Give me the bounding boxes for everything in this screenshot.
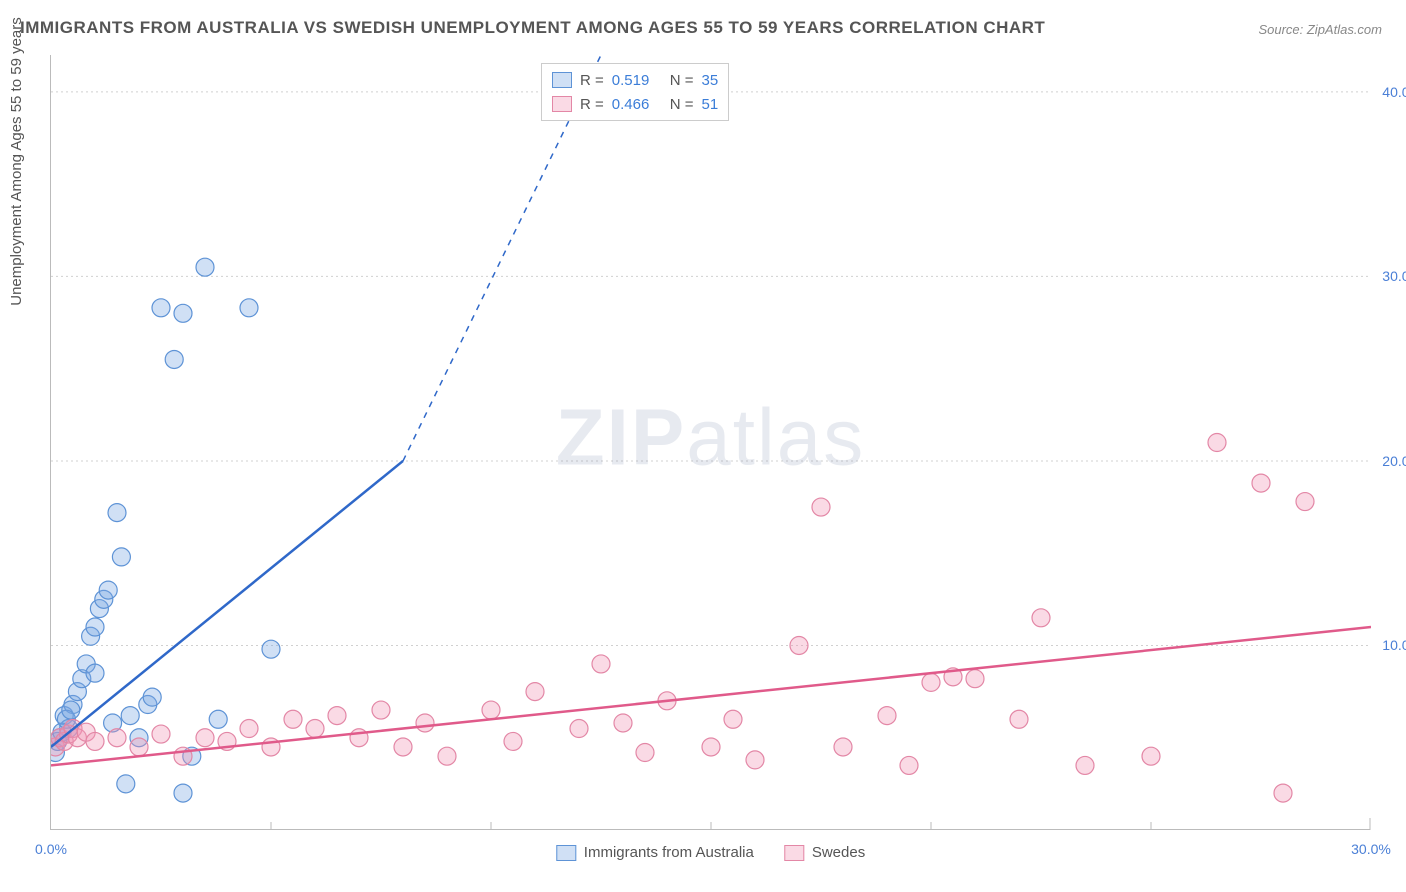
x-tick-label: 0.0%: [35, 841, 67, 857]
legend-n-label: N =: [670, 96, 694, 113]
plot-canvas: [51, 55, 1371, 830]
source-prefix: Source:: [1258, 22, 1306, 37]
y-tick-label: 10.0%: [1382, 637, 1406, 653]
y-tick-label: 40.0%: [1382, 84, 1406, 100]
series-legend: Immigrants from Australia Swedes: [556, 844, 865, 861]
legend-label: Swedes: [812, 844, 865, 861]
source-attribution: Source: ZipAtlas.com: [1258, 22, 1382, 37]
legend-swatch: [556, 845, 576, 861]
legend-n-value: 35: [702, 72, 719, 89]
legend-r-label: R =: [580, 96, 604, 113]
legend-r-value: 0.466: [612, 96, 662, 113]
legend-swatch: [552, 72, 572, 88]
y-axis-label: Unemployment Among Ages 55 to 59 years: [8, 17, 25, 306]
chart-title: IMMIGRANTS FROM AUSTRALIA VS SWEDISH UNE…: [20, 18, 1045, 38]
correlation-legend: R = 0.519 N = 35 R = 0.466 N = 51: [541, 63, 729, 121]
legend-item: Immigrants from Australia: [556, 844, 754, 861]
legend-label: Immigrants from Australia: [584, 844, 754, 861]
y-tick-label: 30.0%: [1382, 268, 1406, 284]
x-tick-label: 30.0%: [1351, 841, 1391, 857]
legend-swatch: [552, 96, 572, 112]
y-tick-label: 20.0%: [1382, 453, 1406, 469]
legend-n-value: 51: [702, 96, 719, 113]
legend-n-label: N =: [670, 72, 694, 89]
legend-swatch: [784, 845, 804, 861]
legend-row: R = 0.466 N = 51: [552, 92, 718, 116]
scatter-plot: ZIPatlas R =0.519N =35R =0.466N =51 Immi…: [50, 55, 1370, 830]
legend-item: Swedes: [784, 844, 865, 861]
legend-row: R = 0.519 N = 35: [552, 68, 718, 92]
source-name: ZipAtlas.com: [1307, 22, 1382, 37]
legend-r-label: R =: [580, 72, 604, 89]
legend-r-value: 0.519: [612, 72, 662, 89]
